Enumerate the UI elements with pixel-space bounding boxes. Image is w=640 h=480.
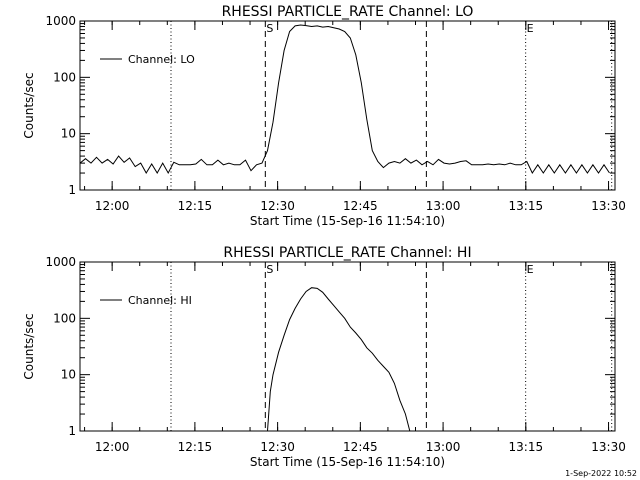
- x-tick-label: 12:45: [343, 440, 378, 454]
- x-tick-label: 12:15: [178, 199, 213, 213]
- y-tick-label: 10: [61, 368, 76, 382]
- x-tick-label: 13:30: [591, 440, 626, 454]
- x-tick-label: 12:00: [95, 440, 130, 454]
- chart-title: RHESSI PARTICLE_RATE Channel: LO: [222, 4, 474, 20]
- x-axis-label: Start Time (15-Sep-16 11:54:10): [250, 455, 445, 469]
- x-tick-label: 13:15: [509, 199, 544, 213]
- x-tick-label: 12:45: [343, 199, 378, 213]
- x-tick-label: 13:15: [509, 440, 544, 454]
- marker-label-s: S: [266, 263, 273, 276]
- x-tick-label: 13:00: [426, 440, 461, 454]
- plot-frame: [79, 261, 616, 432]
- y-tick-label: 1000: [45, 255, 76, 269]
- x-tick-label: 12:00: [95, 199, 130, 213]
- x-tick-label: 12:15: [178, 440, 213, 454]
- x-tick-label: 13:30: [591, 199, 626, 213]
- y-tick-label: 100: [53, 311, 76, 325]
- plot-frame: [79, 20, 616, 191]
- y-axis-label: Counts/sec: [22, 72, 36, 138]
- y-tick-label: 10: [61, 127, 76, 141]
- legend-entry: Channel: LO: [128, 53, 195, 66]
- series-line: [267, 287, 411, 432]
- x-tick-label: 12:30: [260, 440, 295, 454]
- footer-timestamp: 1-Sep-2022 10:52: [565, 469, 637, 478]
- x-tick-label: 12:30: [260, 199, 295, 213]
- marker-label-s: S: [266, 22, 273, 35]
- chart-title: RHESSI PARTICLE_RATE Channel: HI: [223, 245, 471, 261]
- series-line: [79, 24, 610, 175]
- hi-channel-panel: RHESSI PARTICLE_RATE Channel: HI 1 10 100 10…: [22, 245, 626, 469]
- y-tick-label: 1000: [45, 14, 76, 28]
- legend-entry: Channel: HI: [128, 294, 192, 307]
- marker-label-e: E: [527, 263, 534, 276]
- y-tick-label: 100: [53, 70, 76, 84]
- lo-channel-panel: RHESSI PARTICLE_RATE Channel: LO 1 10 100 10…: [22, 4, 626, 228]
- marker-label-e: E: [527, 22, 534, 35]
- y-tick-label: 1: [68, 424, 76, 438]
- x-tick-label: 13:00: [426, 199, 461, 213]
- y-tick-label: 1: [68, 183, 76, 197]
- y-axis-label: Counts/sec: [22, 313, 36, 379]
- x-axis-label: Start Time (15-Sep-16 11:54:10): [250, 214, 445, 228]
